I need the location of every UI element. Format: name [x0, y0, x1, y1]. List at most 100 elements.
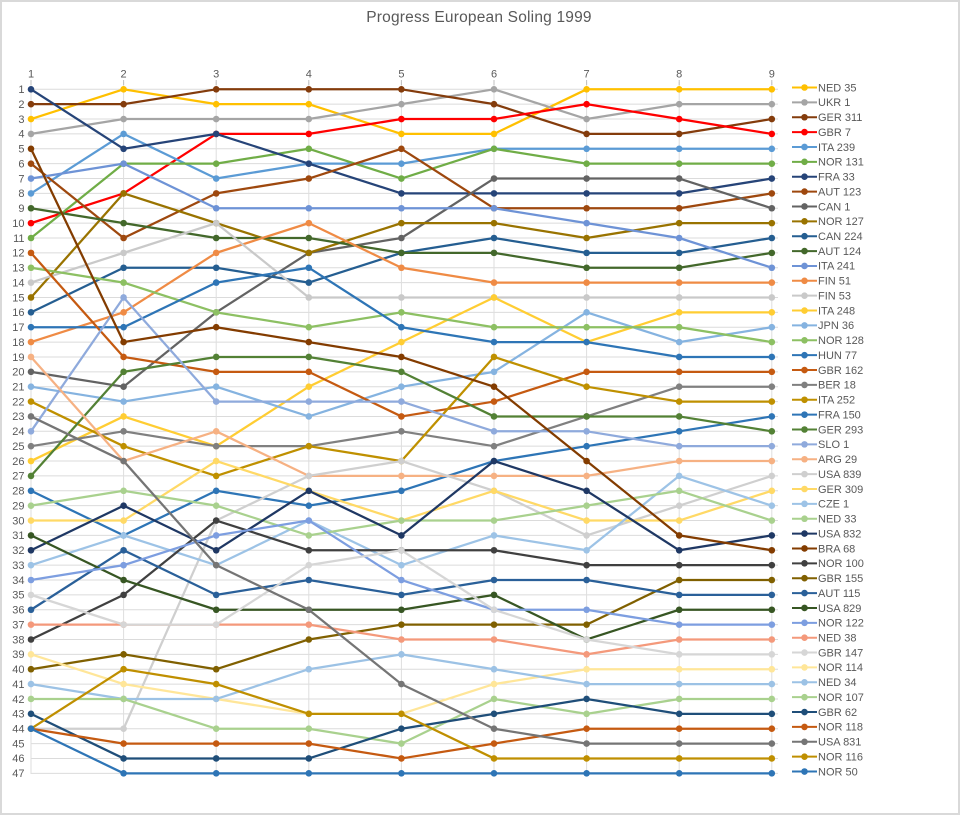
- svg-text:17: 17: [12, 322, 24, 334]
- svg-text:NED 33: NED 33: [818, 514, 857, 526]
- svg-text:3: 3: [18, 114, 24, 126]
- svg-text:FRA 33: FRA 33: [818, 172, 855, 184]
- svg-text:13: 13: [12, 263, 24, 275]
- svg-text:22: 22: [12, 396, 24, 408]
- svg-text:GER 309: GER 309: [818, 484, 863, 496]
- svg-text:20: 20: [12, 367, 24, 379]
- svg-text:JPN 36: JPN 36: [818, 320, 854, 332]
- svg-text:8: 8: [18, 188, 24, 200]
- svg-text:7: 7: [18, 173, 24, 185]
- svg-text:10: 10: [12, 218, 24, 230]
- svg-text:NOR 50: NOR 50: [818, 766, 858, 778]
- svg-text:8: 8: [676, 69, 682, 81]
- svg-text:29: 29: [12, 501, 24, 513]
- svg-text:FRA 150: FRA 150: [818, 409, 861, 421]
- svg-text:18: 18: [12, 337, 24, 349]
- svg-text:USA 839: USA 839: [818, 469, 861, 481]
- svg-text:GBR 147: GBR 147: [818, 647, 863, 659]
- svg-text:47: 47: [12, 768, 24, 780]
- svg-text:9: 9: [18, 203, 24, 215]
- svg-text:28: 28: [12, 486, 24, 498]
- svg-text:NED 38: NED 38: [818, 632, 857, 644]
- svg-text:30: 30: [12, 515, 24, 527]
- svg-text:11: 11: [13, 233, 24, 245]
- svg-text:NOR 131: NOR 131: [818, 157, 864, 169]
- svg-text:BRA 68: BRA 68: [818, 543, 855, 555]
- svg-text:ITA 239: ITA 239: [818, 142, 855, 154]
- svg-text:NED 35: NED 35: [818, 82, 857, 94]
- svg-text:25: 25: [12, 441, 24, 453]
- svg-text:19: 19: [12, 352, 24, 364]
- svg-text:GBR 162: GBR 162: [818, 365, 863, 377]
- svg-text:1: 1: [28, 69, 34, 81]
- svg-text:USA 832: USA 832: [818, 528, 861, 540]
- svg-text:41: 41: [12, 679, 24, 691]
- svg-text:FIN 53: FIN 53: [818, 290, 851, 302]
- svg-text:24: 24: [12, 426, 24, 438]
- svg-text:FIN 51: FIN 51: [818, 276, 851, 288]
- svg-text:31: 31: [12, 530, 24, 542]
- svg-text:1: 1: [18, 84, 24, 96]
- svg-text:35: 35: [12, 590, 24, 602]
- svg-text:Progress European Soling 1999: Progress European Soling 1999: [366, 9, 592, 26]
- svg-text:43: 43: [12, 709, 24, 721]
- svg-text:USA 829: USA 829: [818, 603, 861, 615]
- svg-text:42: 42: [12, 694, 24, 706]
- svg-text:45: 45: [12, 738, 24, 750]
- svg-text:16: 16: [12, 307, 24, 319]
- svg-text:7: 7: [584, 69, 590, 81]
- svg-text:6: 6: [491, 69, 497, 81]
- svg-text:SLO 1: SLO 1: [818, 439, 849, 451]
- svg-text:9: 9: [769, 69, 775, 81]
- svg-text:NED 34: NED 34: [818, 677, 857, 689]
- svg-text:AUT 123: AUT 123: [818, 186, 861, 198]
- svg-text:CAN 1: CAN 1: [818, 201, 850, 213]
- svg-text:38: 38: [12, 634, 24, 646]
- svg-text:37: 37: [12, 619, 24, 631]
- svg-text:15: 15: [12, 292, 24, 304]
- svg-text:ITA 241: ITA 241: [818, 261, 855, 273]
- svg-text:4: 4: [18, 129, 24, 141]
- svg-text:32: 32: [12, 545, 24, 557]
- svg-text:34: 34: [12, 575, 24, 587]
- svg-text:NOR 128: NOR 128: [818, 335, 864, 347]
- svg-text:21: 21: [12, 382, 24, 394]
- svg-text:6: 6: [18, 158, 24, 170]
- svg-text:40: 40: [12, 664, 24, 676]
- svg-text:HUN 77: HUN 77: [818, 350, 857, 362]
- svg-text:36: 36: [12, 605, 24, 617]
- svg-text:4: 4: [306, 69, 312, 81]
- svg-text:12: 12: [12, 248, 24, 260]
- svg-text:NOR 122: NOR 122: [818, 618, 864, 630]
- svg-text:CAN 224: CAN 224: [818, 231, 863, 243]
- svg-text:ARG 29: ARG 29: [818, 454, 857, 466]
- svg-text:NOR 100: NOR 100: [818, 558, 864, 570]
- svg-text:NOR 127: NOR 127: [818, 216, 864, 228]
- svg-text:AUT 115: AUT 115: [818, 588, 860, 600]
- svg-text:UKR 1: UKR 1: [818, 97, 850, 109]
- svg-text:27: 27: [12, 471, 24, 483]
- svg-text:46: 46: [12, 753, 24, 765]
- svg-text:NOR 114: NOR 114: [818, 662, 863, 674]
- svg-text:23: 23: [12, 411, 24, 423]
- svg-text:BER 18: BER 18: [818, 380, 856, 392]
- svg-text:ITA 252: ITA 252: [818, 395, 855, 407]
- svg-text:2: 2: [18, 99, 24, 111]
- svg-text:NOR 116: NOR 116: [818, 751, 863, 763]
- svg-text:GBR 7: GBR 7: [818, 127, 851, 139]
- svg-text:14: 14: [12, 277, 24, 289]
- svg-text:GER 311: GER 311: [818, 112, 862, 124]
- svg-text:44: 44: [12, 724, 24, 736]
- svg-text:GBR 155: GBR 155: [818, 573, 863, 585]
- svg-text:NOR 107: NOR 107: [818, 692, 864, 704]
- svg-text:5: 5: [398, 69, 404, 81]
- svg-text:3: 3: [213, 69, 219, 81]
- svg-text:AUT 124: AUT 124: [818, 246, 861, 258]
- svg-text:26: 26: [12, 456, 24, 468]
- svg-text:2: 2: [121, 69, 127, 81]
- svg-text:39: 39: [12, 649, 24, 661]
- svg-text:5: 5: [18, 144, 24, 156]
- svg-text:USA 831: USA 831: [818, 737, 861, 749]
- svg-text:NOR 118: NOR 118: [818, 722, 863, 734]
- svg-text:GER 293: GER 293: [818, 424, 863, 436]
